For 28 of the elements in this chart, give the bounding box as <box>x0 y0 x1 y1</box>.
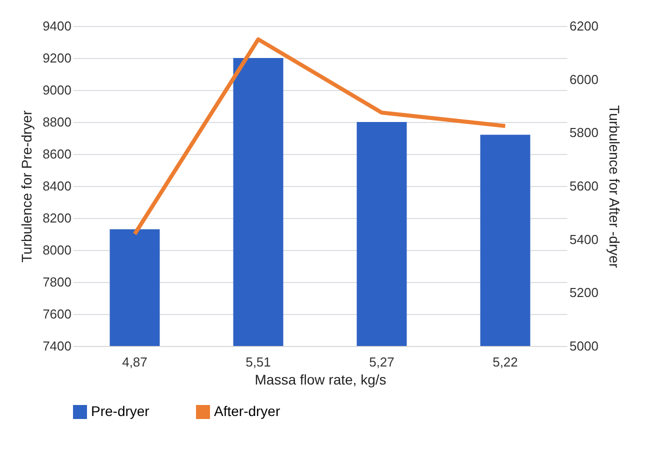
y-tick-label: 8200 <box>42 210 72 226</box>
line-series <box>132 37 508 236</box>
x-tick-label: 5,51 <box>246 354 271 370</box>
y-tick-label: 8000 <box>42 242 72 258</box>
x-axis-title: Massa flow rate, kg/s <box>254 372 386 388</box>
y-tick-label: 9200 <box>42 50 72 66</box>
x-tick-label: 5,22 <box>492 354 518 370</box>
y2-tick-label: 5200 <box>570 285 598 300</box>
y-tick-label: 8800 <box>42 114 72 130</box>
x-tick-label: 4,87 <box>122 354 148 370</box>
legend-label: Pre-dryer <box>91 403 150 419</box>
y-tick-label: 7400 <box>42 338 72 354</box>
y2-axis-title: Turbulence for After -dryer <box>606 105 622 268</box>
y-tick-label: 8400 <box>42 178 72 194</box>
y2-tick-label: 5000 <box>570 338 598 354</box>
x-tick-label: 5,27 <box>369 354 394 370</box>
y-tick-label: 8600 <box>42 146 72 162</box>
y2-tick-label: 6200 <box>570 18 598 34</box>
y2-tick-label: 5400 <box>570 232 598 247</box>
y-tick-label: 7800 <box>42 274 72 290</box>
y-tick-label: 9000 <box>42 82 72 98</box>
y-axis-title: Turbulence for Pre-dryer <box>18 110 35 262</box>
y-tick-label: 7600 <box>42 306 72 322</box>
y-tick-label: 9400 <box>42 18 72 34</box>
y2-tick-label: 5800 <box>570 125 598 140</box>
y2-tick-label: 5600 <box>570 178 598 194</box>
y2-tick-label: 6000 <box>570 72 598 87</box>
legend-label: After-dryer <box>214 403 280 419</box>
